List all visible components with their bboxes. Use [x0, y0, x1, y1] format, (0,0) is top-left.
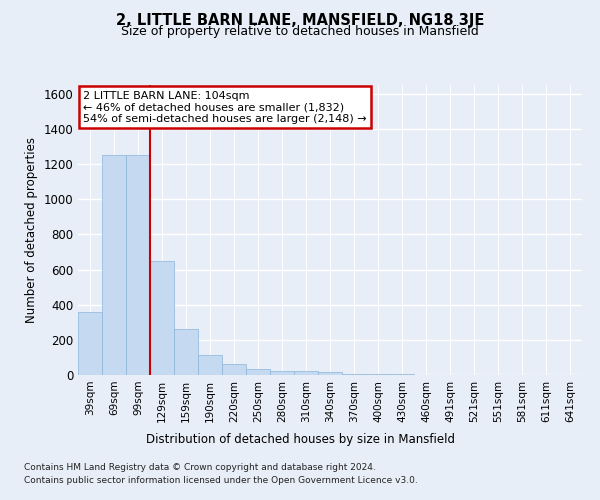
Bar [78, 312, 102, 375]
Text: Size of property relative to detached houses in Mansfield: Size of property relative to detached ho… [121, 25, 479, 38]
Bar [246, 369, 270, 375]
Text: Contains HM Land Registry data © Crown copyright and database right 2024.: Contains HM Land Registry data © Crown c… [24, 462, 376, 471]
Text: Contains public sector information licensed under the Open Government Licence v3: Contains public sector information licen… [24, 476, 418, 485]
Bar [294, 372, 318, 375]
Bar [102, 156, 126, 375]
Bar [150, 261, 174, 375]
Text: 2, LITTLE BARN LANE, MANSFIELD, NG18 3JE: 2, LITTLE BARN LANE, MANSFIELD, NG18 3JE [116, 12, 484, 28]
Bar [366, 374, 390, 375]
Bar [126, 156, 150, 375]
Y-axis label: Number of detached properties: Number of detached properties [25, 137, 38, 323]
Bar [222, 364, 246, 375]
Bar [270, 370, 294, 375]
Bar [390, 374, 414, 375]
Text: Distribution of detached houses by size in Mansfield: Distribution of detached houses by size … [146, 432, 455, 446]
Bar [198, 355, 222, 375]
Bar [318, 372, 342, 375]
Text: 2 LITTLE BARN LANE: 104sqm
← 46% of detached houses are smaller (1,832)
54% of s: 2 LITTLE BARN LANE: 104sqm ← 46% of deta… [83, 91, 367, 124]
Bar [342, 374, 366, 375]
Bar [174, 330, 198, 375]
